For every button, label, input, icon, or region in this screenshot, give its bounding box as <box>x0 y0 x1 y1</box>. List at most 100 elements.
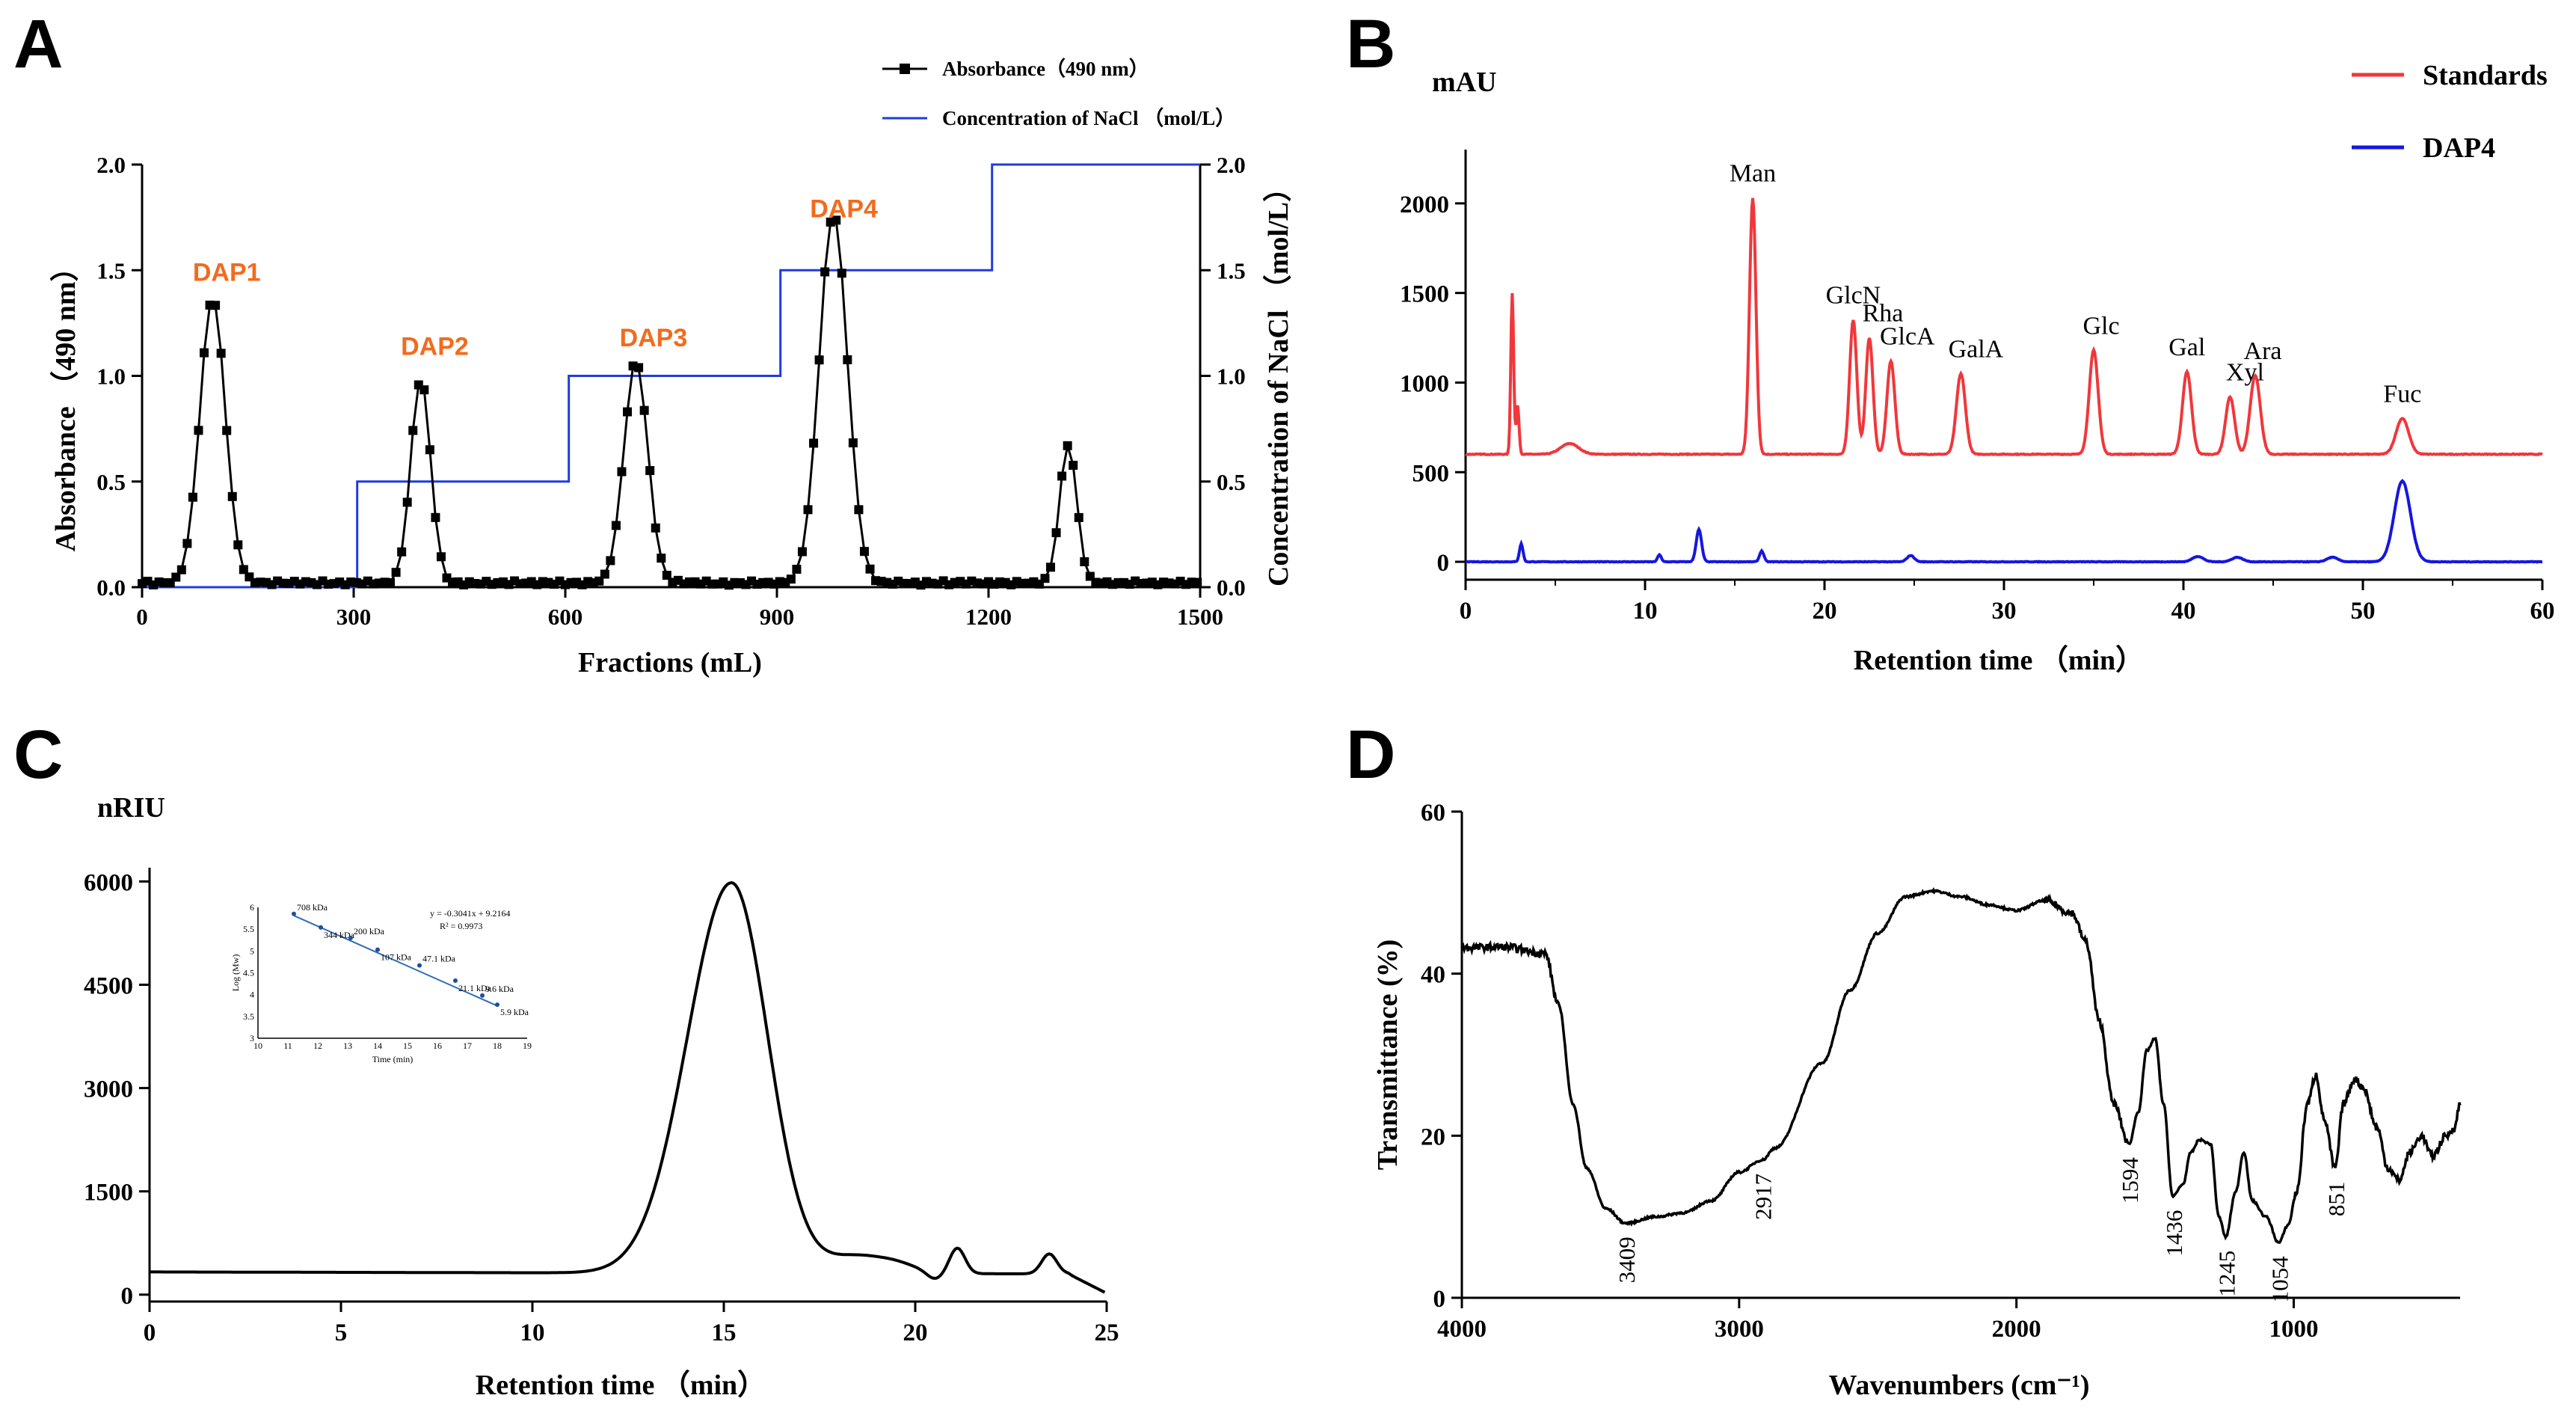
peak-label: DAP3 <box>620 324 688 352</box>
chart-c-xtick: 0 <box>144 1319 156 1346</box>
absorbance-point <box>239 565 248 574</box>
chart-a-y2tick: 1.5 <box>1217 257 1246 283</box>
inset-point <box>319 925 323 930</box>
chart-a-xtick: 600 <box>548 604 583 630</box>
standard-peak-label: GlcA <box>1880 323 1935 351</box>
chart-b-xtick: 30 <box>1992 598 2017 625</box>
absorbance-point <box>1069 461 1078 470</box>
chart-b-xtick: 50 <box>2351 598 2376 625</box>
inset-equation: y = -0.3041x + 9.2164 <box>430 908 511 919</box>
chart-d-xlabel: Wavenumbers (cm⁻¹) <box>1828 1370 2089 1401</box>
chart-a-ytick: 1.0 <box>96 364 126 390</box>
absorbance-point <box>617 467 627 476</box>
absorbance-point <box>171 572 181 582</box>
chart-a-y2tick: 0.5 <box>1217 469 1246 495</box>
inset-point <box>453 978 458 983</box>
chart-b-ytick: 1500 <box>1400 281 1449 308</box>
inset-point-label: 344 kDa <box>324 930 355 940</box>
absorbance-point <box>594 576 604 586</box>
legend-absorbance: Absorbance（490 nm） <box>942 58 1149 80</box>
standard-peak-label: Man <box>1730 160 1776 188</box>
absorbance-point <box>1057 471 1067 481</box>
inset-xlabel: Time (min) <box>372 1054 414 1064</box>
absorbance-point <box>797 547 807 557</box>
chart-d-ylabel: Transmittance (%) <box>1372 940 1404 1171</box>
inset-point-label: 708 kDa <box>297 902 328 913</box>
inset-ytick: 6 <box>250 902 254 913</box>
inset-xtick: 15 <box>403 1040 412 1051</box>
ir-band-label: 1594 <box>2117 1157 2143 1204</box>
peak-label: DAP1 <box>193 258 261 286</box>
panel-letter-b: B <box>1346 6 1395 82</box>
inset-ylabel: Log (Mw) <box>230 954 241 992</box>
panel-letter-a: A <box>13 6 63 82</box>
inset-point-label: 21.1 kDa <box>458 983 492 993</box>
chart-a-xtick: 300 <box>336 604 372 630</box>
chart-b: mAU Standards DAP4 0 10 20 30 40 50 60 0 500 1000… <box>1400 60 2555 676</box>
legend-standards: Standards <box>2423 60 2548 91</box>
panel-letter-c: C <box>13 717 63 793</box>
chart-c-xtick: 10 <box>520 1319 545 1346</box>
absorbance-point <box>634 363 644 373</box>
chart-c-ylabel: nRIU <box>97 792 165 824</box>
absorbance-point <box>848 438 858 448</box>
absorbance-point <box>408 426 418 435</box>
absorbance-point <box>792 565 802 574</box>
chart-c-ytick: 6000 <box>84 869 133 896</box>
absorbance-point <box>211 301 221 310</box>
absorbance-point <box>386 577 396 587</box>
chart-a-legend: Absorbance（490 nm） Concentration of NaCl… <box>882 58 1235 129</box>
chart-b-ylabel: mAU <box>1432 67 1497 98</box>
absorbance-point <box>431 512 440 522</box>
inset-xtick: 17 <box>463 1040 472 1051</box>
chart-d-ytick: 20 <box>1421 1124 1445 1150</box>
chart-b-xtick: 0 <box>1460 598 1472 625</box>
inset-r2: R² = 0.9973 <box>440 921 482 931</box>
chart-c-ytick: 1500 <box>84 1180 133 1207</box>
absorbance-point <box>374 578 384 588</box>
chart-d: 4000 3000 2000 1000 0 20 40 60 3409 2917 1594 1436… <box>1372 800 2462 1401</box>
ir-spectrum-line <box>1460 886 2462 1245</box>
chart-a-ytick: 0.0 <box>96 574 126 601</box>
standard-peak-label: GlcN <box>1826 282 1881 310</box>
inset-point <box>495 1002 499 1008</box>
inset-point-label: 200 kDa <box>354 926 385 937</box>
absorbance-point <box>763 577 773 587</box>
absorbance-point <box>391 568 401 577</box>
standards-line <box>1465 197 2543 457</box>
chart-c-xtick: 5 <box>335 1319 348 1346</box>
absorbance-point <box>233 540 243 550</box>
inset-ytick: 4 <box>250 990 254 1000</box>
inset-xtick: 12 <box>313 1040 322 1051</box>
absorbance-point <box>216 349 226 358</box>
chart-b-ytick: 1000 <box>1400 370 1449 397</box>
inset-ytick: 3.5 <box>243 1011 254 1022</box>
inset-ytick: 5 <box>250 945 254 956</box>
chart-b-xlabel: Retention time （min） <box>1854 645 2144 676</box>
absorbance-point <box>657 554 666 563</box>
chart-c-xtick: 20 <box>903 1319 928 1346</box>
absorbance-point <box>758 577 768 587</box>
chart-a-y2tick: 2.0 <box>1217 152 1246 178</box>
absorbance-point <box>809 438 819 448</box>
inset-xtick: 13 <box>343 1040 352 1051</box>
chart-a-y2tick: 1.0 <box>1217 364 1246 390</box>
absorbance-point <box>176 565 186 574</box>
absorbance-point <box>436 552 446 562</box>
chart-c-xtick: 25 <box>1095 1319 1119 1346</box>
chart-d-ytick: 40 <box>1421 962 1445 989</box>
absorbance-point <box>1051 528 1061 538</box>
chart-c-inset: 10 11 12 13 14 15 16 17 18 19 3 3.5 4 4.5 5 5.5 6 708 kDa… <box>230 902 532 1064</box>
absorbance-point <box>1046 563 1056 572</box>
absorbance-point <box>843 355 852 364</box>
absorbance-point <box>820 267 830 277</box>
nacl-step-line <box>142 163 1200 589</box>
inset-xtick: 14 <box>373 1040 382 1051</box>
absorbance-point <box>397 547 407 557</box>
absorbance-point <box>645 466 655 476</box>
inset-xtick: 18 <box>493 1040 502 1051</box>
chart-c-ytick: 3000 <box>84 1076 133 1103</box>
standard-peak-label: GalA <box>1949 335 2004 363</box>
standard-peak-label: Fuc <box>2383 380 2421 408</box>
chart-a-xtick: 0 <box>136 604 148 630</box>
